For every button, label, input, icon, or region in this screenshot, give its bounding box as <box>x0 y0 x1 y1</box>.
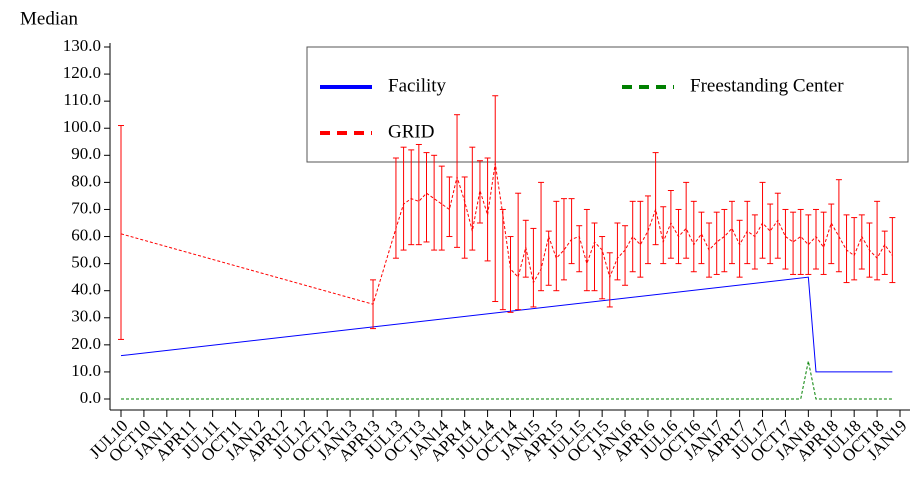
error-bar <box>431 154 438 251</box>
error-bar <box>812 208 819 270</box>
error-bar <box>408 149 415 246</box>
error-bar <box>637 200 644 278</box>
y-axis-label: Median <box>20 8 79 29</box>
error-bar <box>118 125 124 340</box>
error-bar <box>889 217 896 284</box>
error-bar <box>736 219 743 278</box>
error-bar <box>797 208 804 275</box>
error-bar <box>576 225 583 273</box>
error-bar <box>415 143 422 246</box>
error-bar <box>484 157 491 262</box>
error-bar <box>507 236 514 313</box>
error-bar <box>660 206 667 265</box>
error-bar <box>652 152 659 246</box>
error-bar <box>667 190 674 259</box>
legend-box <box>306 46 909 163</box>
error-bar <box>606 252 613 308</box>
error-bar <box>782 208 789 270</box>
error-bar <box>560 198 567 281</box>
legend-label: Freestanding Center <box>690 75 844 96</box>
error-bar <box>835 179 842 273</box>
error-bar <box>851 217 858 281</box>
error-bar <box>820 211 827 275</box>
y-tick-label: 0.0 <box>80 388 101 407</box>
error-bar <box>698 211 705 265</box>
error-bar <box>400 146 407 251</box>
error-bar <box>538 181 545 292</box>
y-tick-label: 110.0 <box>63 90 101 109</box>
error-bar <box>828 203 835 265</box>
error-bar <box>805 214 812 275</box>
error-bar <box>767 203 774 265</box>
y-tick-label: 130.0 <box>63 36 101 55</box>
series-line <box>121 360 893 400</box>
error-bar <box>530 227 537 308</box>
y-tick-label: 40.0 <box>71 280 101 299</box>
error-bar <box>759 181 766 259</box>
error-bar <box>599 236 606 300</box>
y-tick-label: 60.0 <box>71 225 101 244</box>
error-bar <box>790 211 797 275</box>
y-tick-label: 10.0 <box>71 361 101 380</box>
error-bar <box>392 157 399 259</box>
error-bar <box>744 200 751 265</box>
series-line <box>120 163 893 305</box>
error-bar <box>499 208 506 311</box>
legend-label: Facility <box>388 75 447 96</box>
error-bar <box>446 176 453 238</box>
series-line <box>120 276 893 373</box>
error-bar <box>469 146 476 251</box>
y-tick-label: 100.0 <box>63 117 101 136</box>
error-bar <box>568 198 575 265</box>
error-bar <box>438 165 445 251</box>
y-tick-label: 120.0 <box>63 63 101 82</box>
error-bar <box>583 208 590 292</box>
error-bar <box>614 222 621 281</box>
y-tick-label: 30.0 <box>71 307 101 326</box>
error-bar <box>843 214 850 284</box>
error-bar <box>454 114 461 248</box>
y-tick-label: 20.0 <box>71 334 101 353</box>
error-bar <box>728 200 735 265</box>
error-bar <box>881 230 888 275</box>
error-bar <box>774 192 781 259</box>
error-bar <box>622 225 629 286</box>
error-bar <box>591 222 598 292</box>
legend-label: GRID <box>388 121 434 142</box>
y-tick-label: 50.0 <box>71 253 101 272</box>
error-bar <box>629 200 636 273</box>
y-tick-label: 80.0 <box>71 171 101 190</box>
error-bar <box>874 200 881 281</box>
error-bar <box>721 208 728 273</box>
error-bar <box>858 214 865 270</box>
y-tick-label: 90.0 <box>71 144 101 163</box>
error-bar <box>461 176 468 259</box>
error-bar <box>690 200 697 273</box>
error-bar <box>751 214 758 270</box>
error-bar <box>515 192 522 311</box>
y-tick-label: 70.0 <box>71 198 101 217</box>
error-bar <box>492 95 499 303</box>
error-bar <box>713 211 720 275</box>
error-bar <box>553 200 560 292</box>
error-bar <box>683 181 690 259</box>
error-bar <box>545 230 552 286</box>
error-bar <box>423 152 430 243</box>
